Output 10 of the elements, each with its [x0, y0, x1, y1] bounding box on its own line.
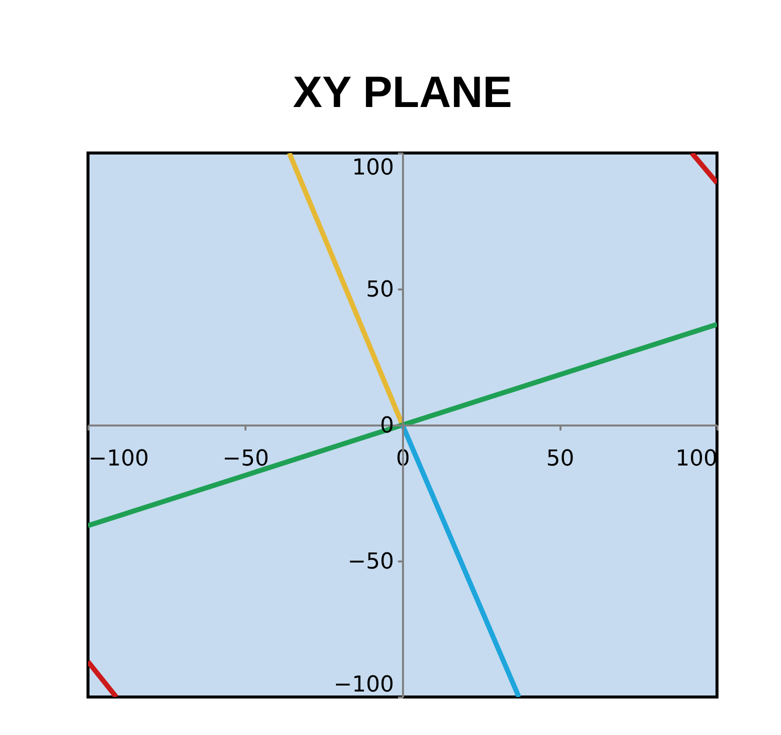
chart-title: XY PLANE	[292, 68, 512, 117]
y-tick-label: −100	[334, 672, 394, 698]
y-tick-label: −50	[348, 550, 394, 574]
x-tick-label: 50	[546, 446, 574, 472]
y-tick-label: 100	[352, 156, 394, 180]
x-tick-label: −100	[88, 446, 149, 472]
x-tick-label: 100	[676, 446, 718, 472]
y-tick-label: 0	[380, 414, 394, 438]
x-tick-label: −50	[222, 446, 269, 472]
y-tick-label: 50	[366, 278, 394, 302]
